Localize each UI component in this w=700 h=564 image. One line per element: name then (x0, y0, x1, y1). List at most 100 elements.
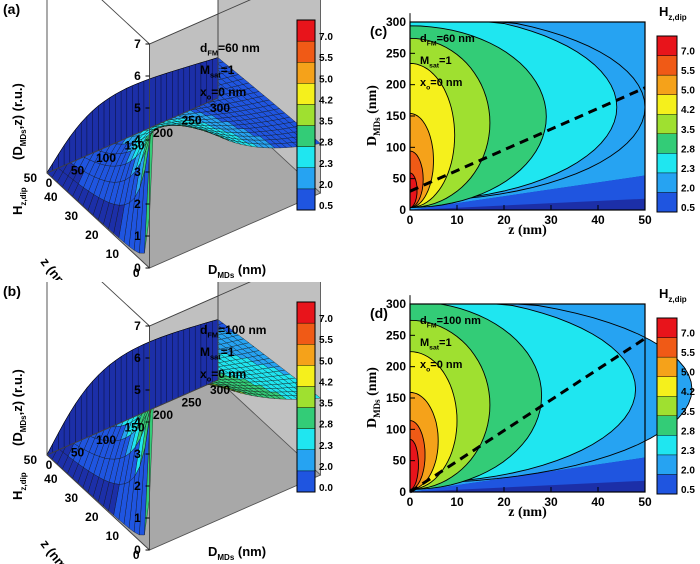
x-tick-label: 30 (65, 491, 79, 505)
y-tick-label: 0 (399, 485, 406, 499)
x-axis-title: z (nm) (38, 255, 73, 280)
colorbar-label: 2.3 (319, 441, 333, 452)
colorbar-swatch (296, 344, 316, 366)
panel-b: 0 1 2 3 4 5 6 7 0 10 20 30 40 50 0 50 100 150 200 250 300 Hz,… (0, 282, 350, 564)
y-tick-label: 100 (96, 151, 116, 165)
y-tick-label: 50 (393, 454, 407, 468)
x-tick-label: 20 (497, 213, 511, 227)
box-edge (46, 379, 219, 456)
box-edge (46, 172, 150, 269)
colorbar-swatch (296, 19, 316, 42)
colorbar-swatch (656, 415, 678, 436)
panel-letter: (a) (3, 1, 20, 17)
colorbar-label: 5.0 (319, 74, 333, 85)
colorbar-swatch (656, 35, 678, 56)
colorbar-label: 3.5 (319, 117, 333, 128)
surface-plot-a: 0 1 2 3 4 5 6 7 0 10 20 30 40 50 0 50 100 150 200 250 300 Hz,… (3, 0, 333, 280)
x-tick-label: 20 (85, 228, 99, 242)
contour-region-2 (410, 457, 645, 492)
box-edge (101, 282, 150, 327)
y-tick-label: 100 (386, 422, 406, 436)
z-tick-label: 6 (134, 351, 141, 365)
colorbar-label: 7.0 (681, 329, 695, 340)
dashed-maximum-line (409, 86, 646, 193)
y-tick-label: 200 (386, 360, 406, 374)
colorbar-swatch (296, 104, 316, 126)
colorbar-label: 5.5 (681, 66, 695, 77)
colorbar-swatch (656, 114, 678, 134)
y-tick-label: 200 (153, 408, 173, 422)
colorbar-label: 2.0 (319, 462, 333, 473)
colorbar-swatch (656, 55, 678, 76)
colorbar-label: 3.5 (681, 407, 695, 418)
z-tick-label: 3 (134, 447, 141, 461)
x-tick-label: 30 (544, 213, 558, 227)
colorbar-swatch (656, 133, 678, 154)
y-tick-label: 100 (96, 433, 116, 447)
annotation: dFM=100 nm (420, 315, 481, 329)
colorbar-swatch (656, 317, 678, 338)
z-tick-label: 2 (134, 197, 141, 211)
colorbar-swatch (296, 62, 316, 84)
z-tick-label: 4 (134, 133, 141, 147)
z-tick-label: 5 (134, 101, 141, 115)
contour-plot-d: 0 10 20 30 40 50 0 50 100 150 200 250 300 z (nm) DMDs … (365, 286, 695, 520)
colorbar-swatch (296, 83, 316, 105)
colorbar-label: 2.0 (681, 465, 695, 476)
y-tick-label: 100 (386, 140, 406, 154)
colorbar-label: 2.8 (681, 144, 695, 155)
colorbar-label: 5.0 (319, 356, 333, 367)
y-tick-label: 250 (181, 396, 201, 410)
y-tick-label: 250 (386, 328, 406, 342)
z-tick-label: 0 (134, 543, 141, 557)
annotation: xo=0 nm (200, 367, 246, 384)
panel-letter: (d) (370, 305, 388, 321)
z-tick-label: 1 (134, 511, 141, 525)
z-tick-label: 5 (134, 383, 141, 397)
colorbar-label: 4.2 (681, 105, 695, 116)
annotation: Msat=1 (200, 63, 235, 80)
colorbar-swatch (656, 454, 678, 475)
box-edge (149, 282, 251, 327)
colorbar-swatch (656, 94, 678, 115)
annotation: dFM=100 nm (200, 323, 266, 340)
colorbar-title: Hz,dip (659, 4, 687, 22)
z-axis-title: Hz,dip (10, 187, 28, 215)
x-tick-label: 50 (638, 213, 652, 227)
colorbar-label: 2.3 (681, 446, 695, 457)
colorbar-swatch (296, 40, 316, 63)
y-tick-label: 200 (386, 78, 406, 92)
colorbar-label: 7.0 (319, 32, 333, 43)
colorbar-label: 0.0 (319, 483, 333, 494)
y-axis-title: DMDs (nm) (208, 262, 266, 280)
colorbar-swatch (296, 125, 316, 147)
y-tick-label: 300 (386, 15, 406, 29)
x-tick-label: 10 (106, 529, 120, 543)
y-axis-title: DMDs (nm) (365, 85, 382, 146)
colorbar-swatch (656, 435, 678, 456)
colorbar-label: 0.5 (681, 485, 695, 496)
z-axis-title-rest: (DMDs,z) (r.u.) (10, 369, 28, 446)
x-tick-label: 20 (85, 510, 99, 524)
colorbar-swatch (656, 74, 678, 95)
annotation: xo=0 nm (420, 359, 463, 373)
contour-region (409, 438, 419, 491)
colorbar-label: 2.3 (681, 164, 695, 175)
y-tick-label: 150 (386, 391, 406, 405)
z-tick-label: 0 (134, 261, 141, 275)
contour-plot-c: 0 10 20 30 40 50 0 50 100 150 200 250 300 z (nm) DMDs … (365, 4, 695, 238)
panel-d: 0 10 20 30 40 50 0 50 100 150 200 250 300 z (nm) DMDs … (350, 282, 700, 564)
x-tick-label: 10 (450, 213, 464, 227)
colorbar-label: 2.0 (319, 180, 333, 191)
x-axis-title: z (nm) (508, 223, 547, 238)
colorbar-swatch (656, 474, 678, 495)
z-tick-label: 7 (134, 37, 141, 51)
y-tick-label: 150 (124, 421, 144, 435)
z-tick-label: 7 (134, 319, 141, 333)
x-tick-label: 30 (544, 495, 558, 509)
x-tick-label: 20 (497, 495, 511, 509)
colorbar-label: 5.5 (319, 335, 333, 346)
colorbar-swatch (296, 428, 316, 450)
x-tick-label: 10 (450, 495, 464, 509)
y-tick-label: 300 (210, 383, 230, 397)
